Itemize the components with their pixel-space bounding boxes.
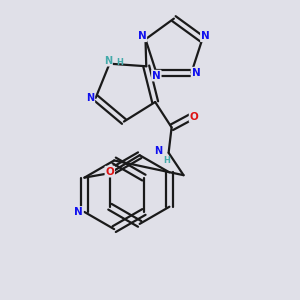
Text: N: N	[104, 56, 112, 66]
Text: O: O	[105, 167, 114, 177]
Text: H: H	[116, 58, 123, 67]
Text: N: N	[137, 31, 146, 41]
Text: H: H	[164, 156, 171, 165]
Text: N: N	[86, 93, 94, 103]
Text: N: N	[152, 70, 161, 81]
Text: N: N	[154, 146, 162, 156]
Text: O: O	[190, 112, 198, 122]
Text: N: N	[74, 207, 83, 217]
Text: N: N	[191, 68, 200, 78]
Text: N: N	[201, 31, 210, 41]
